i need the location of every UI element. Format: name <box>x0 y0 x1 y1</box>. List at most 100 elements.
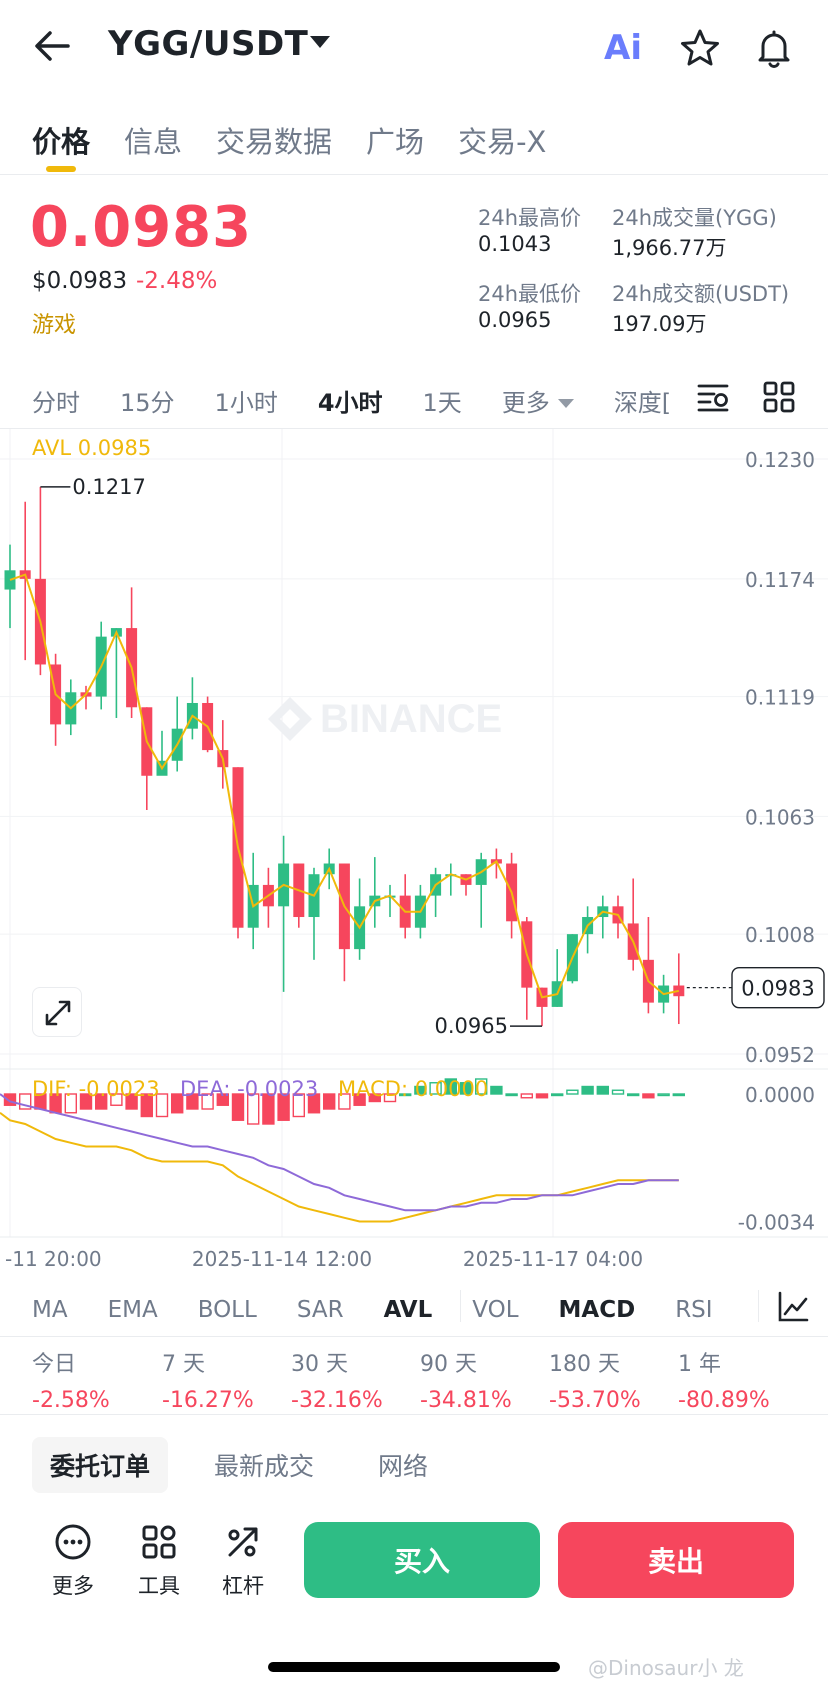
amount-24h-value: 197.09万 <box>612 312 707 336</box>
layout-grid-icon[interactable] <box>762 380 796 414</box>
chart-settings-icon[interactable] <box>696 380 730 414</box>
more-button[interactable]: 更多 <box>38 1522 108 1600</box>
interval-more-label: 更多 <box>501 388 550 417</box>
indicator-tabs: MA EMA BOLL SAR AVL VOL MACD RSI <box>32 1290 753 1330</box>
buy-button[interactable]: 买入 <box>304 1522 540 1598</box>
divider <box>0 1336 828 1337</box>
perf-90d: 90 天 -34.81% <box>420 1346 550 1413</box>
macd-histogram-bar <box>353 1093 366 1106</box>
current-price-tag-box <box>731 966 825 1009</box>
macd-histogram-bar <box>3 1093 17 1106</box>
home-indicator[interactable] <box>268 1662 560 1672</box>
indicator-settings-chart-icon[interactable] <box>776 1290 810 1324</box>
interval-depth[interactable]: 深度[ <box>613 388 672 417</box>
indicator-macd[interactable]: MACD <box>558 1297 636 1323</box>
high-marker-label: 0.1217 <box>72 475 145 499</box>
leverage-label: 杠杆 <box>222 1574 264 1598</box>
dea-label: DEA: -0.0023 <box>180 1077 318 1101</box>
interval-more[interactable]: 更多 <box>502 383 574 418</box>
macd-histogram-bar <box>672 1093 685 1097</box>
interval-1d[interactable]: 1天 <box>422 388 462 417</box>
favorite-star-icon[interactable] <box>678 26 722 70</box>
interval-4h[interactable]: 4小时 <box>317 388 383 417</box>
low-24h-label: 24h最低价 <box>478 282 582 306</box>
tools-label: 工具 <box>138 1574 180 1598</box>
leverage-button[interactable]: 杠杆 <box>208 1522 278 1600</box>
macd-histogram-bar <box>520 1093 533 1099</box>
interval-time[interactable]: 分时 <box>32 388 80 417</box>
interval-1h[interactable]: 1小时 <box>214 388 278 417</box>
interval-bar: 分时 15分 1小时 4小时 1天 更多 深度[ <box>32 380 711 420</box>
indicator-vol[interactable]: VOL <box>472 1297 519 1323</box>
author-watermark: @Dinosaur小 龙 <box>588 1656 744 1680</box>
dif-line <box>0 1112 679 1223</box>
macd-histogram-bar <box>262 1093 275 1125</box>
tab-network[interactable]: 网络 <box>378 1452 429 1481</box>
low-marker-label: 0.0965 <box>435 1014 508 1038</box>
time-tick-label: 2025-11-14 12:00 <box>192 1247 372 1271</box>
price-axis: 0.1230 0.1174 0.1119 0.1063 0.1008 0.0952 0.12… <box>5 448 825 1271</box>
indicator-ma[interactable]: MA <box>32 1297 68 1323</box>
macd-histogram-bar <box>535 1093 549 1099</box>
tab-info[interactable]: 信息 <box>124 125 183 159</box>
macd-histogram-bar <box>627 1093 640 1097</box>
indicator-ema[interactable]: EMA <box>107 1297 158 1323</box>
amount-24h-label: 24h成交额(USDT) <box>612 282 790 306</box>
fullscreen-expand-button[interactable] <box>32 987 82 1037</box>
binance-watermark-text: BINANCE <box>320 697 502 741</box>
macd-histogram-bar <box>231 1093 245 1121</box>
binance-logo-icon <box>268 697 312 741</box>
macd-histogram-bar <box>490 1085 503 1095</box>
pair-title[interactable]: YGG/USDT <box>108 24 309 64</box>
tab-trade-x[interactable]: 交易-X <box>458 125 547 159</box>
macd-histogram-bar <box>246 1093 260 1125</box>
macd-histogram-bar <box>64 1093 78 1114</box>
dea-line <box>0 1093 679 1212</box>
perf-30d: 30 天 -32.16% <box>291 1346 421 1413</box>
macd-tick-label: 0.0000 <box>745 1083 815 1107</box>
macd-histogram-bar <box>292 1093 305 1118</box>
tools-button[interactable]: 工具 <box>124 1522 194 1600</box>
macd-histogram-bar <box>338 1093 351 1110</box>
perf-1y: 1 年 -80.89% <box>678 1346 808 1413</box>
tab-square[interactable]: 广场 <box>366 125 425 159</box>
indicator-avl[interactable]: AVL <box>383 1297 433 1323</box>
candlestick-chart[interactable]: BINANCE 0.12300.11740.11190.10630.10080.… <box>0 429 828 1289</box>
macd-histogram-bar <box>277 1093 290 1121</box>
indicator-boll[interactable]: BOLL <box>197 1297 257 1323</box>
price-tick-label: 0.1063 <box>745 805 815 829</box>
macd-histogram-bar <box>596 1085 609 1095</box>
avl-label: AVL 0.0985 <box>32 436 151 460</box>
time-tick-label: 2025-11-17 04:00 <box>463 1247 643 1271</box>
price-tick-label: 0.0952 <box>745 1043 815 1067</box>
macd-histogram-bar <box>155 1093 169 1118</box>
macd-histogram-bar <box>110 1093 123 1106</box>
notification-bell-icon[interactable] <box>752 26 796 70</box>
volume-24h-value: 1,966.77万 <box>612 236 727 260</box>
back-arrow-icon[interactable] <box>28 22 76 70</box>
category-tag[interactable]: 游戏 <box>32 313 77 338</box>
perf-value: -53.70% <box>549 1388 641 1413</box>
tab-latest-trades[interactable]: 最新成交 <box>214 1452 315 1481</box>
tab-open-orders[interactable]: 委托订单 <box>32 1437 169 1493</box>
tab-trading-data[interactable]: 交易数据 <box>216 125 333 159</box>
perf-value: -34.81% <box>420 1388 512 1413</box>
interval-15m[interactable]: 15分 <box>120 388 175 417</box>
candle-body <box>4 570 16 590</box>
sell-button[interactable]: 卖出 <box>558 1522 794 1598</box>
indicator-rsi[interactable]: RSI <box>675 1297 713 1323</box>
macd-tick-label: -0.0034 <box>738 1211 815 1235</box>
macd-histogram-bar <box>399 1093 412 1097</box>
tab-price[interactable]: 价格 <box>32 125 91 159</box>
macd-histogram-bar <box>216 1093 230 1106</box>
price-change-percent: -2.48% <box>136 268 218 294</box>
usd-price: $0.0983 <box>32 268 128 294</box>
tools-grid-icon <box>142 1525 176 1559</box>
divider <box>460 1290 461 1322</box>
current-price-tag-label: 0.0983 <box>741 977 814 1001</box>
ai-assistant-button[interactable]: Ai <box>604 28 642 68</box>
pair-dropdown-caret-icon[interactable] <box>310 36 330 48</box>
indicator-sar[interactable]: SAR <box>296 1297 344 1323</box>
more-dots-icon <box>55 1524 91 1560</box>
macd-histogram-bar <box>642 1093 655 1099</box>
